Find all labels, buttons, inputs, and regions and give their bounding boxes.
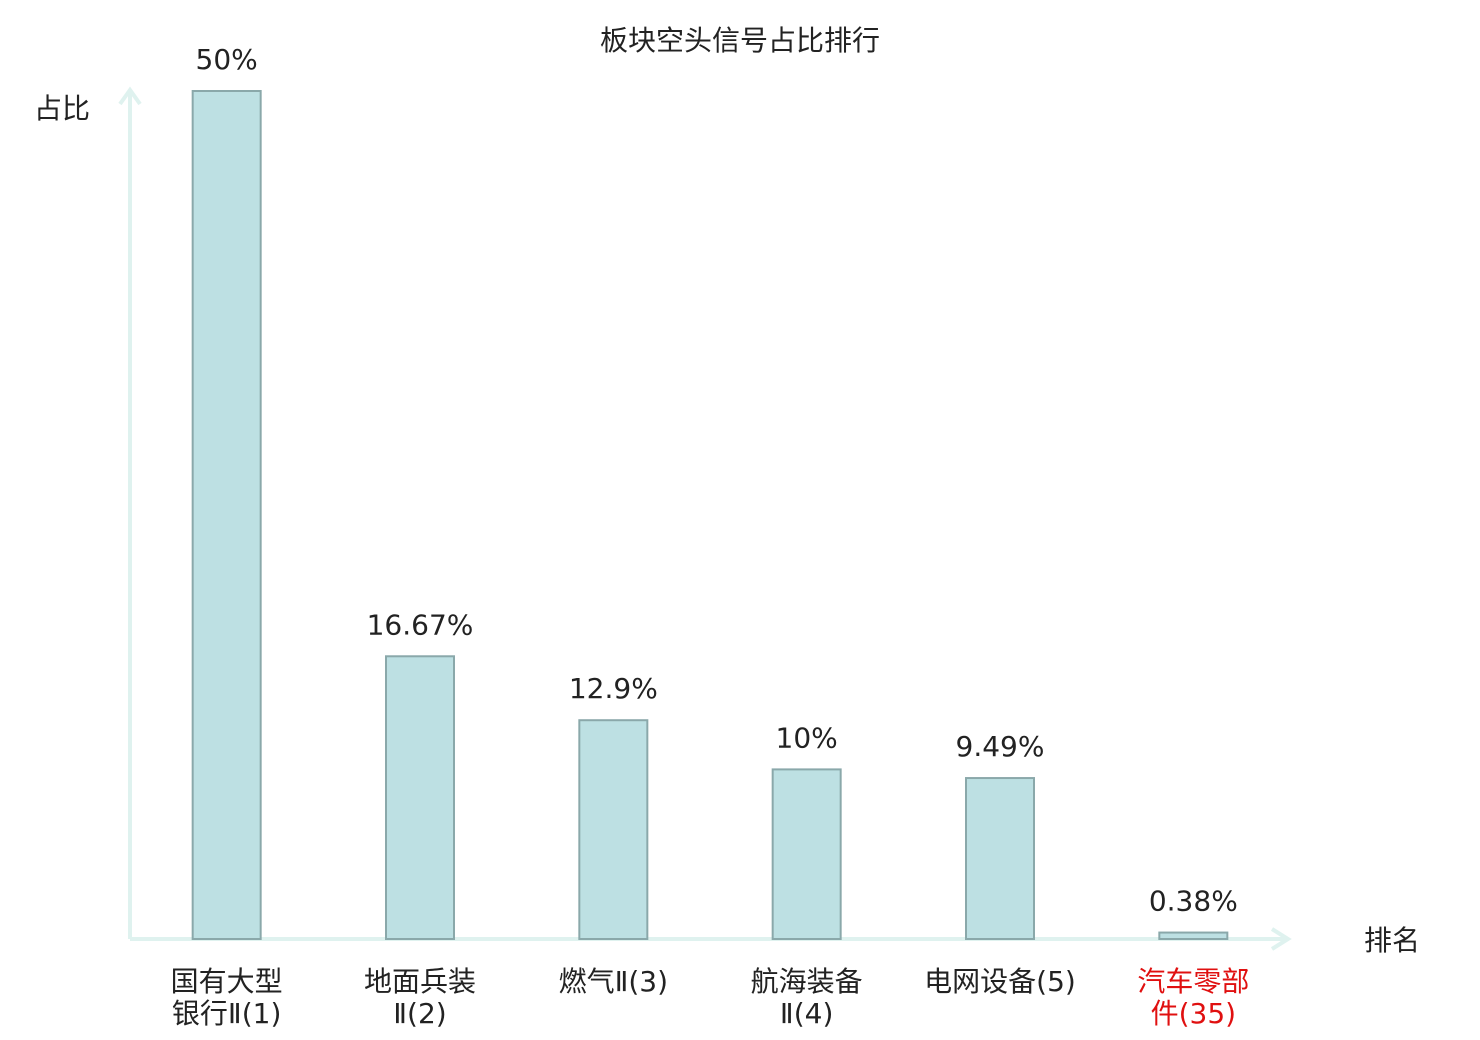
bar bbox=[578, 719, 649, 940]
value-label: 10% bbox=[776, 721, 838, 754]
x-tick-label: 汽车零部件(35) bbox=[1137, 965, 1250, 1030]
y-axis-label: 占比 bbox=[34, 92, 90, 125]
x-tick-label: 航海装备Ⅱ(4) bbox=[750, 965, 863, 1030]
bar bbox=[385, 655, 455, 940]
y-axis-arrow bbox=[118, 86, 142, 106]
bar bbox=[771, 768, 842, 941]
value-label: 16.67% bbox=[367, 608, 474, 641]
x-axis-label: 排名 bbox=[1364, 924, 1420, 957]
x-axis-arrow bbox=[1270, 927, 1292, 951]
chart-title: 板块空头信号占比排行 bbox=[600, 24, 880, 57]
bar bbox=[1158, 931, 1229, 940]
value-label: 12.9% bbox=[569, 672, 658, 705]
x-tick-label: 电网设备(5) bbox=[924, 965, 1076, 998]
value-label: 50% bbox=[196, 43, 258, 76]
x-tick-label: 地面兵装Ⅱ(2) bbox=[363, 965, 476, 1030]
x-tick-label: 国有大型银行Ⅱ(1) bbox=[170, 965, 283, 1030]
bar bbox=[191, 90, 262, 940]
x-tick-label: 燃气Ⅱ(3) bbox=[558, 965, 669, 998]
bar bbox=[965, 777, 1035, 941]
value-label: 0.38% bbox=[1149, 885, 1238, 918]
axes bbox=[118, 86, 1292, 951]
value-label: 9.49% bbox=[956, 730, 1045, 763]
